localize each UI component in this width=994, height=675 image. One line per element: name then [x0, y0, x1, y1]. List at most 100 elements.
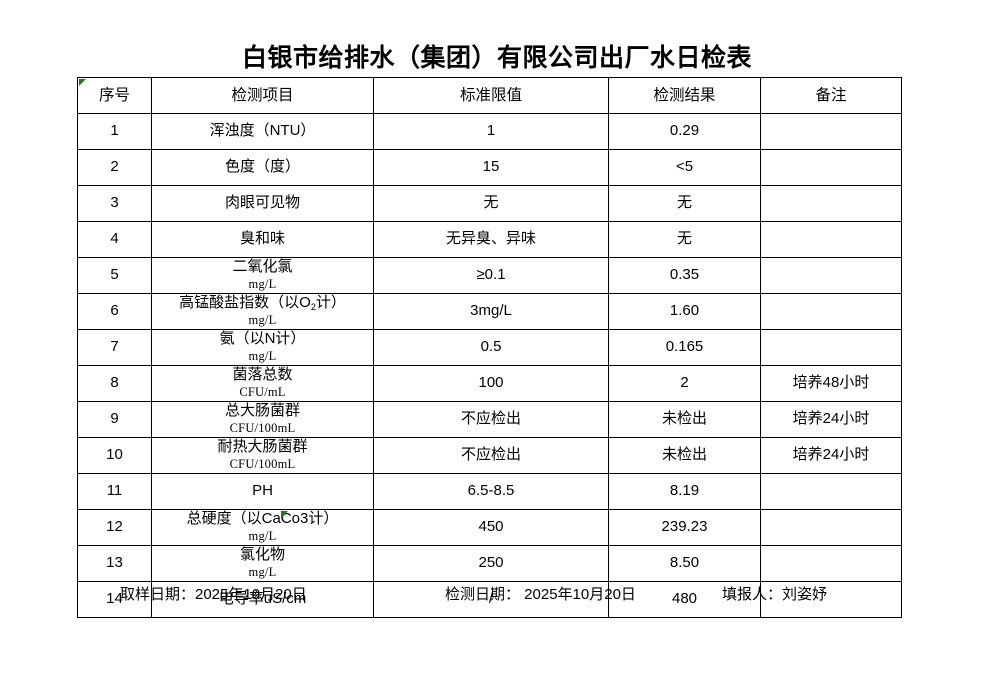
table-header-row: 序号 检测项目 标准限值 检测结果 备注 — [77, 77, 902, 114]
table-row: 14 电导率uS/cm/480 — [77, 581, 902, 618]
cell-no: 12 — [77, 509, 152, 546]
column-header-no: 序号 — [77, 77, 152, 114]
table-row: 10 耐热大肠菌群 CFU/100mL 不应检出 未检出 培养24小时 — [77, 437, 902, 474]
cell-item: 氯化物 mg/L — [151, 545, 374, 582]
cell-result: 2 — [608, 365, 761, 402]
item-name: 电导率uS/cm — [218, 590, 307, 608]
cell-standard: 不应检出 — [373, 437, 609, 474]
column-header-standard: 标准限值 — [373, 77, 609, 114]
item-name: 耐热大肠菌群 — [217, 438, 308, 455]
cell-no: 8 — [77, 365, 152, 402]
cell-item: PH — [151, 473, 374, 510]
cell-no: 5 — [77, 257, 152, 294]
item-unit: mg/L — [248, 312, 277, 327]
table-row: 2 色度（度） 15 <5 — [77, 149, 902, 186]
cell-item: 氨（以N计） mg/L — [151, 329, 374, 366]
sample-date-label: 取样日期：2025年10月20日 — [120, 586, 307, 603]
cell-item: 耐热大肠菌群 CFU/100mL — [151, 437, 374, 474]
item-unit: mg/L — [248, 276, 277, 291]
cell-standard: 15 — [373, 149, 609, 186]
cell-standard: ≥0.1 — [373, 257, 609, 294]
cell-item: 高锰酸盐指数（以O2计） mg/L — [151, 293, 374, 330]
cell-no: 14 — [77, 581, 152, 618]
water-quality-table: 序号 检测项目 标准限值 检测结果 备注 1 浑浊度（NTU） 1 0.29 2 色度（度… — [77, 77, 902, 618]
item-name: 菌落总数 — [232, 366, 293, 383]
cell-no: 4 — [77, 221, 152, 258]
column-header-note: 备注 — [760, 77, 902, 114]
cell-note — [760, 509, 902, 546]
item-name: 臭和味 — [239, 230, 285, 248]
cell-note — [760, 473, 902, 510]
cell-standard: 100 — [373, 365, 609, 402]
cell-item: 菌落总数 CFU/mL — [151, 365, 374, 402]
cell-standard: 250 — [373, 545, 609, 582]
item-unit: mg/L — [248, 528, 277, 543]
cell-standard: 0.5 — [373, 329, 609, 366]
cell-note: 培养24小时 — [760, 437, 902, 474]
cell-item: 电导率uS/cm — [151, 581, 374, 618]
cell-note — [760, 113, 902, 150]
test-date-label: 检测日期： 2025年10月20日 — [445, 586, 636, 603]
item-name: 色度（度） — [224, 158, 300, 176]
cell-no: 11 — [77, 473, 152, 510]
cell-result: 无 — [608, 185, 761, 222]
cell-standard: 1 — [373, 113, 609, 150]
cell-no: 7 — [77, 329, 152, 366]
cell-note: 培养48小时 — [760, 365, 902, 402]
cell-item: 总大肠菌群 CFU/100mL — [151, 401, 374, 438]
item-unit: CFU/mL — [239, 384, 286, 399]
item-unit: CFU/100mL — [229, 420, 296, 435]
cell-standard: 不应检出 — [373, 401, 609, 438]
page-title: 白银市给排水（集团）有限公司出厂水日检表 — [241, 45, 752, 72]
cell-result: 8.19 — [608, 473, 761, 510]
cell-item: 臭和味 — [151, 221, 374, 258]
cell-standard: 无 — [373, 185, 609, 222]
cell-note: 培养24小时 — [760, 401, 902, 438]
cell-item: 浑浊度（NTU） — [151, 113, 374, 150]
cell-standard: 无异臭、异味 — [373, 221, 609, 258]
column-header-item: 检测项目 — [151, 77, 374, 114]
cell-note — [760, 581, 902, 618]
cell-result: <5 — [608, 149, 761, 186]
cell-note — [760, 221, 902, 258]
cell-standard: 3mg/L — [373, 293, 609, 330]
item-name: PH — [252, 482, 273, 500]
table-row: 4 臭和味 无异臭、异味无 — [77, 221, 902, 258]
cell-no: 6 — [77, 293, 152, 330]
cell-no: 13 — [77, 545, 152, 582]
cell-standard: 450 — [373, 509, 609, 546]
item-name: 浑浊度（NTU） — [209, 122, 316, 140]
column-header-result: 检测结果 — [608, 77, 761, 114]
item-name: 高锰酸盐指数（以O2计） — [179, 294, 346, 312]
comment-flag-icon — [79, 79, 86, 86]
cell-item: 总硬度（以CaCo3计） mg/L — [151, 509, 374, 546]
table-row: 13 氯化物 mg/L 250 8.50 — [77, 545, 902, 582]
cell-note — [760, 149, 902, 186]
cell-no: 10 — [77, 437, 152, 474]
cell-result: 未检出 — [608, 401, 761, 438]
item-unit: CFU/100mL — [229, 456, 296, 471]
table-row: 6 高锰酸盐指数（以O2计） mg/L 3mg/L 1.60 — [77, 293, 902, 330]
cell-note — [760, 329, 902, 366]
item-name: 二氧化氯 — [232, 258, 293, 275]
table-row: 7 氨（以N计） mg/L 0.5 0.165 — [77, 329, 902, 366]
cell-note — [760, 257, 902, 294]
cell-item: 色度（度） — [151, 149, 374, 186]
report-table-container: 序号 检测项目 标准限值 检测结果 备注 1 浑浊度（NTU） 1 0.29 2 色度（度… — [77, 77, 902, 618]
cell-no: 1 — [77, 113, 152, 150]
table-row: 12 总硬度（以CaCo3计） mg/L 450 239.23 — [77, 509, 902, 546]
cell-result: 8.50 — [608, 545, 761, 582]
item-name: 总大肠菌群 — [224, 402, 300, 419]
item-name: 氨（以N计） — [219, 330, 306, 347]
item-name: 总硬度（以CaCo3计） — [186, 510, 339, 527]
table-body: 1 浑浊度（NTU） 1 0.29 2 色度（度） 15 <5 3 肉眼可见物无无 4 臭和味 无异臭、… — [77, 113, 902, 618]
reporter-label: 填报人：刘姿妤 — [722, 586, 828, 603]
item-name: 氯化物 — [239, 546, 285, 563]
cell-result: 480 — [608, 581, 761, 618]
cell-item: 二氧化氯 mg/L — [151, 257, 374, 294]
cell-result: 0.35 — [608, 257, 761, 294]
item-unit: mg/L — [248, 348, 277, 363]
table-row: 9 总大肠菌群 CFU/100mL 不应检出 未检出 培养24小时 — [77, 401, 902, 438]
cell-result: 0.165 — [608, 329, 761, 366]
